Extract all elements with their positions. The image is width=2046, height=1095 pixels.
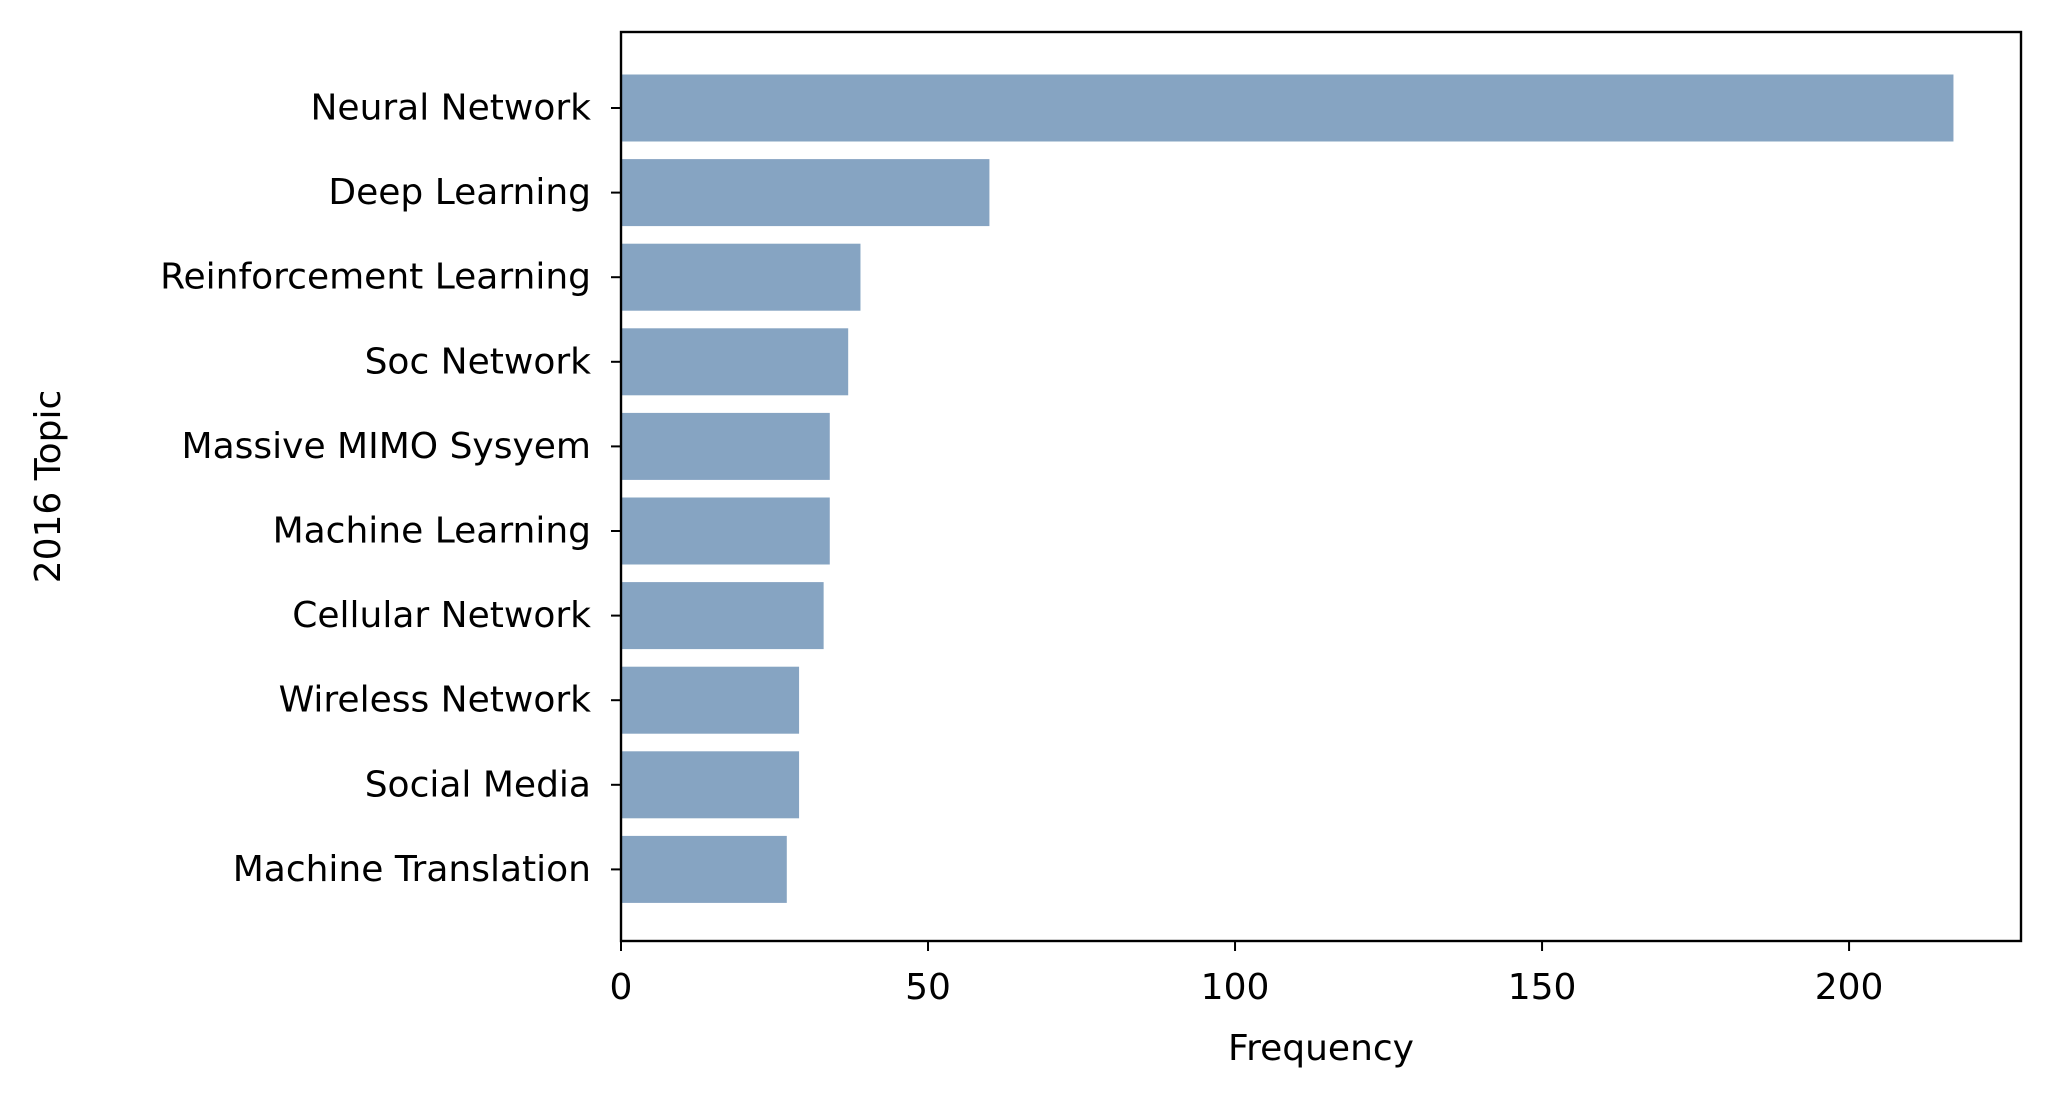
category-label-massive-mimo-sysyem: Massive MIMO Sysyem	[182, 426, 591, 467]
x-tick-label: 0	[610, 967, 633, 1008]
bar-social-media	[621, 751, 800, 819]
x-tick-label: 200	[1815, 967, 1884, 1008]
category-label-cellular-network: Cellular Network	[292, 595, 591, 636]
x-axis-ticks: 0 50 100 150 200	[610, 941, 1884, 1008]
category-label-machine-translation: Machine Translation	[233, 849, 591, 890]
category-label-machine-learning: Machine Learning	[273, 511, 591, 552]
bar-neural-network	[621, 74, 1954, 142]
x-tick-label: 150	[1508, 967, 1577, 1008]
bar-machine-translation	[621, 835, 787, 903]
category-label-soc-network: Soc Network	[365, 341, 592, 382]
y-axis-label: 2016 Topic	[28, 390, 69, 584]
bars-group	[621, 74, 1954, 903]
x-tick-label: 50	[905, 967, 951, 1008]
category-label-wireless-network: Wireless Network	[279, 680, 592, 721]
category-label-neural-network: Neural Network	[310, 88, 591, 129]
x-tick-label: 100	[1201, 967, 1270, 1008]
bar-massive-mimo-sysyem	[621, 412, 830, 480]
bar-soc-network	[621, 328, 849, 396]
plot-frame	[619, 30, 2023, 943]
bar-wireless-network	[621, 666, 800, 734]
bar-machine-learning	[621, 497, 830, 565]
x-axis-label: Frequency	[1228, 1028, 1414, 1069]
bar-cellular-network	[621, 582, 824, 650]
bar-reinforcement-learning	[621, 243, 861, 311]
bar-deep-learning	[621, 159, 990, 227]
category-label-reinforcement-learning: Reinforcement Learning	[160, 257, 591, 298]
y-axis-ticks: Neural Network Deep Learning Reinforcement…	[160, 88, 621, 890]
category-label-deep-learning: Deep Learning	[328, 172, 591, 213]
category-label-social-media: Social Media	[365, 764, 591, 805]
